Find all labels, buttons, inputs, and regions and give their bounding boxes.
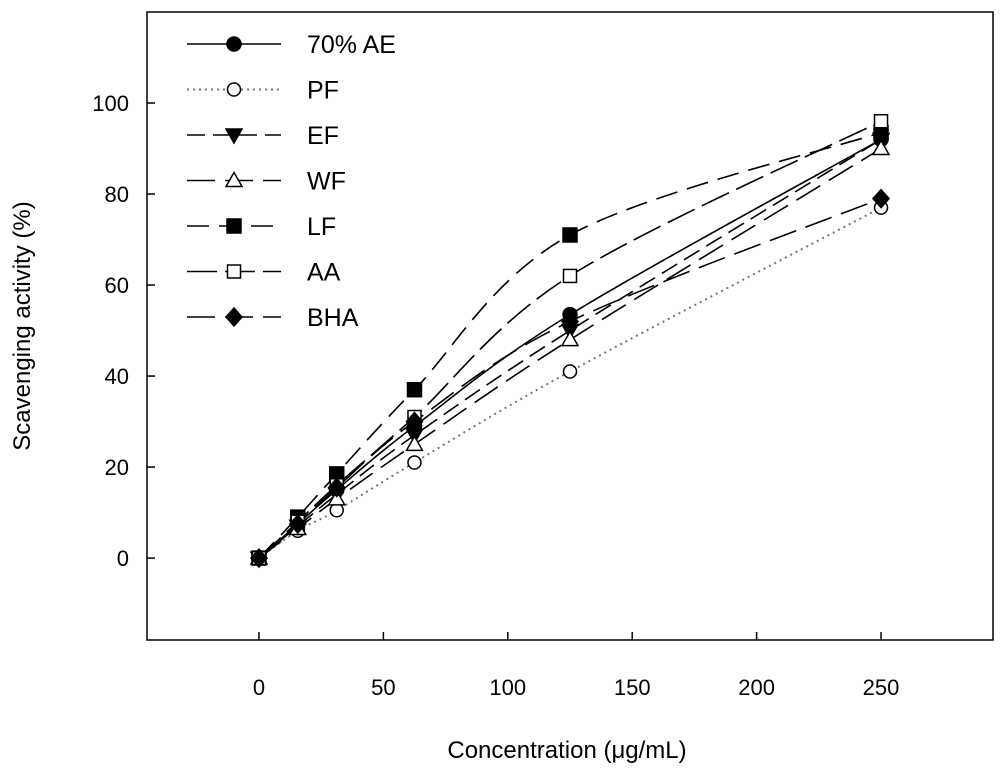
legend-entry: WF xyxy=(187,168,346,196)
series-line-lf xyxy=(258,131,882,559)
data-point xyxy=(562,227,578,243)
data-point xyxy=(562,268,578,284)
x-axis-label: Concentration (μg/mL) xyxy=(447,737,686,764)
legend-entry: 70% AE xyxy=(187,31,396,59)
legend-entry: LF xyxy=(187,213,336,241)
legend: 70% AE PF EF WF LF AA BHA xyxy=(187,31,396,332)
legend-marker xyxy=(224,306,244,328)
legend-entry: AA xyxy=(187,259,341,287)
data-point xyxy=(873,113,889,129)
legend-marker xyxy=(226,218,242,234)
axis-ticks: 0 20 40 60 80 100 0 50 100 150 200 250 xyxy=(92,91,899,700)
legend-label: LF xyxy=(307,213,336,241)
x-tick-label: 250 xyxy=(863,675,900,700)
legend-label: 70% AE xyxy=(307,31,396,59)
data-point xyxy=(405,411,424,432)
legend-label: WF xyxy=(307,168,346,196)
x-tick-label: 50 xyxy=(371,675,395,700)
data-point xyxy=(560,311,580,332)
series-markers xyxy=(249,113,891,569)
legend-marker xyxy=(226,82,242,97)
legend-entry: PF xyxy=(187,77,339,105)
data-point xyxy=(407,455,422,470)
legend-marker xyxy=(226,36,242,52)
legend-marker xyxy=(226,264,242,279)
data-point xyxy=(249,547,268,569)
data-point xyxy=(872,188,891,209)
data-point xyxy=(560,330,580,347)
legend-entry: EF xyxy=(187,122,339,150)
x-tick-label: 100 xyxy=(489,675,526,700)
series-line-70-ae xyxy=(258,138,882,559)
x-tick-label: 200 xyxy=(738,675,775,700)
y-tick-label: 40 xyxy=(105,364,129,389)
legend-marker xyxy=(224,170,244,188)
legend-marker xyxy=(224,128,244,145)
legend-label: PF xyxy=(307,77,339,105)
y-tick-label: 80 xyxy=(105,182,129,207)
legend-label: AA xyxy=(307,259,341,287)
series-line-wf xyxy=(258,147,882,559)
y-axis-label: Scavenging activity (%) xyxy=(9,201,36,450)
data-point xyxy=(329,503,344,518)
y-tick-label: 60 xyxy=(105,273,129,298)
x-tick-label: 150 xyxy=(614,675,651,700)
y-tick-label: 0 xyxy=(117,546,129,571)
data-point xyxy=(406,381,423,398)
series-line-pf xyxy=(258,206,882,559)
y-tick-label: 20 xyxy=(105,455,129,480)
data-point xyxy=(562,364,578,379)
data-point xyxy=(327,477,346,498)
data-point xyxy=(871,139,891,156)
y-tick-label: 100 xyxy=(92,91,129,116)
data-point xyxy=(288,513,307,535)
legend-label: BHA xyxy=(307,304,359,332)
x-tick-label: 0 xyxy=(253,675,265,700)
data-point xyxy=(405,434,424,452)
legend-label: EF xyxy=(307,122,339,150)
plot-frame xyxy=(146,11,994,641)
legend-entry: BHA xyxy=(187,304,359,332)
data-point xyxy=(327,489,347,506)
series-line-ef xyxy=(258,138,882,559)
